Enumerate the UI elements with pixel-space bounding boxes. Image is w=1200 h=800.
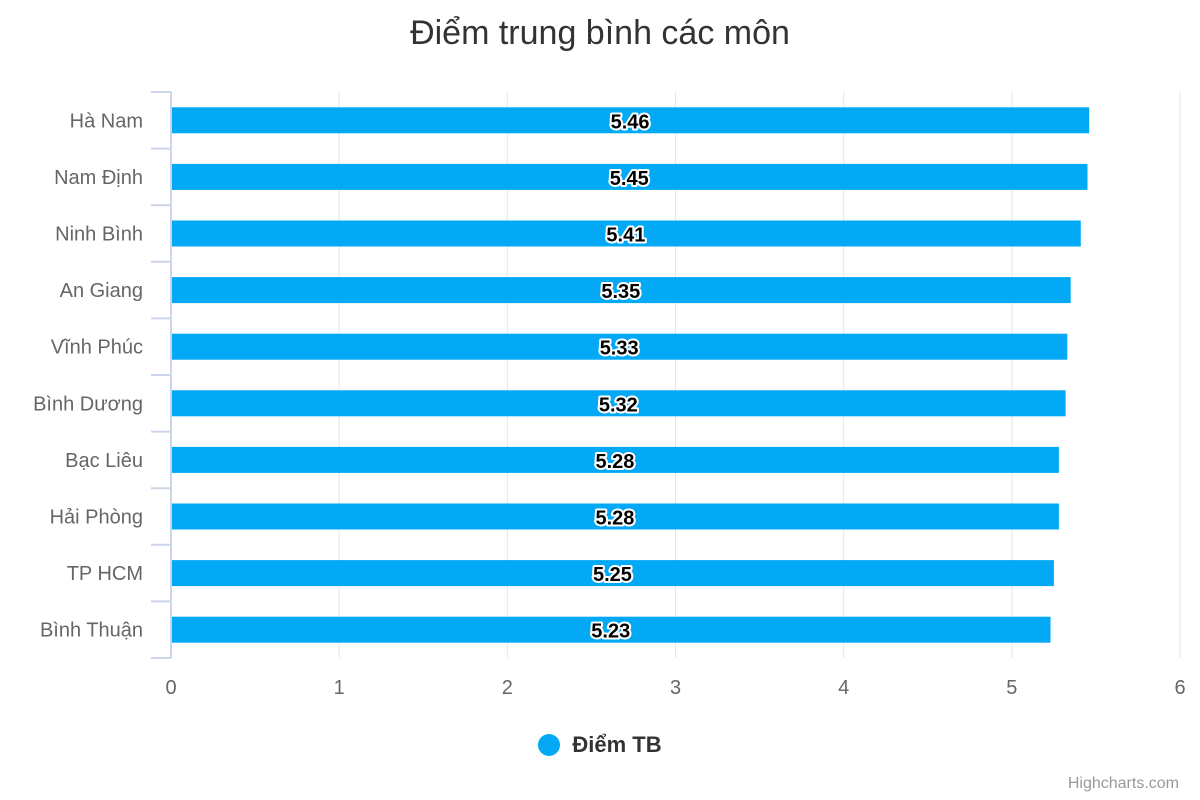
x-axis-tick-labels: 0 1 2 3 4 5 6 (165, 677, 1185, 699)
bar[interactable] (172, 390, 1066, 417)
category-labels: Hà Nam Nam Định Ninh Bình An Giang Vĩnh Phúc… (33, 110, 143, 641)
x-tick-label: 1 (334, 677, 345, 699)
bar[interactable] (172, 503, 1059, 530)
bar[interactable] (172, 163, 1088, 190)
x-tick-label: 5 (1006, 677, 1017, 699)
bar[interactable] (172, 220, 1081, 247)
category-label: Hà Nam (70, 110, 143, 132)
category-label: Nam Định (54, 167, 143, 189)
category-label: Vĩnh Phúc (51, 337, 143, 359)
data-label: 5.25 (593, 564, 632, 586)
data-label: 5.23 (591, 621, 630, 643)
data-label: 5.35 (601, 281, 640, 303)
data-label: 5.45 (610, 168, 649, 190)
category-label: TP HCM (67, 563, 143, 585)
data-label: 5.32 (599, 394, 638, 416)
x-tick-label: 2 (502, 677, 513, 699)
category-label: Bình Thuận (40, 620, 143, 642)
legend[interactable]: Điểm TB (0, 732, 1200, 758)
category-label: Hải Phòng (50, 507, 143, 529)
credits-link[interactable]: Highcharts.com (1067, 775, 1179, 792)
bar[interactable] (172, 560, 1054, 587)
category-label: Ninh Bình (55, 224, 143, 246)
x-tick-label: 3 (670, 677, 681, 699)
data-label: 5.41 (606, 225, 645, 247)
chart-title: Điểm trung bình các môn (410, 14, 790, 52)
legend-item-diem-tb[interactable]: Điểm TB (572, 732, 662, 757)
x-tick-label: 6 (1174, 677, 1185, 699)
x-tick-label: 0 (165, 677, 176, 699)
y-axis (151, 91, 172, 659)
category-label: Bạc Liêu (65, 450, 143, 472)
bar[interactable] (172, 277, 1071, 304)
data-label: 5.33 (600, 338, 639, 360)
bar[interactable] (172, 446, 1059, 473)
x-tick-label: 4 (838, 677, 849, 699)
category-label: Bình Dương (33, 393, 143, 415)
legend-marker[interactable] (538, 734, 561, 756)
category-label: An Giang (60, 280, 143, 302)
data-labels: 5.46 5.45 5.41 5.35 5.33 5.32 5.28 5.28 5.25 5.23 (589, 109, 651, 644)
bars (172, 107, 1090, 643)
data-label: 5.46 (611, 111, 650, 133)
data-label: 5.28 (595, 451, 634, 473)
data-label: 5.28 (595, 508, 634, 530)
bar[interactable] (172, 107, 1090, 134)
bar[interactable] (172, 333, 1068, 360)
bar[interactable] (172, 616, 1051, 643)
